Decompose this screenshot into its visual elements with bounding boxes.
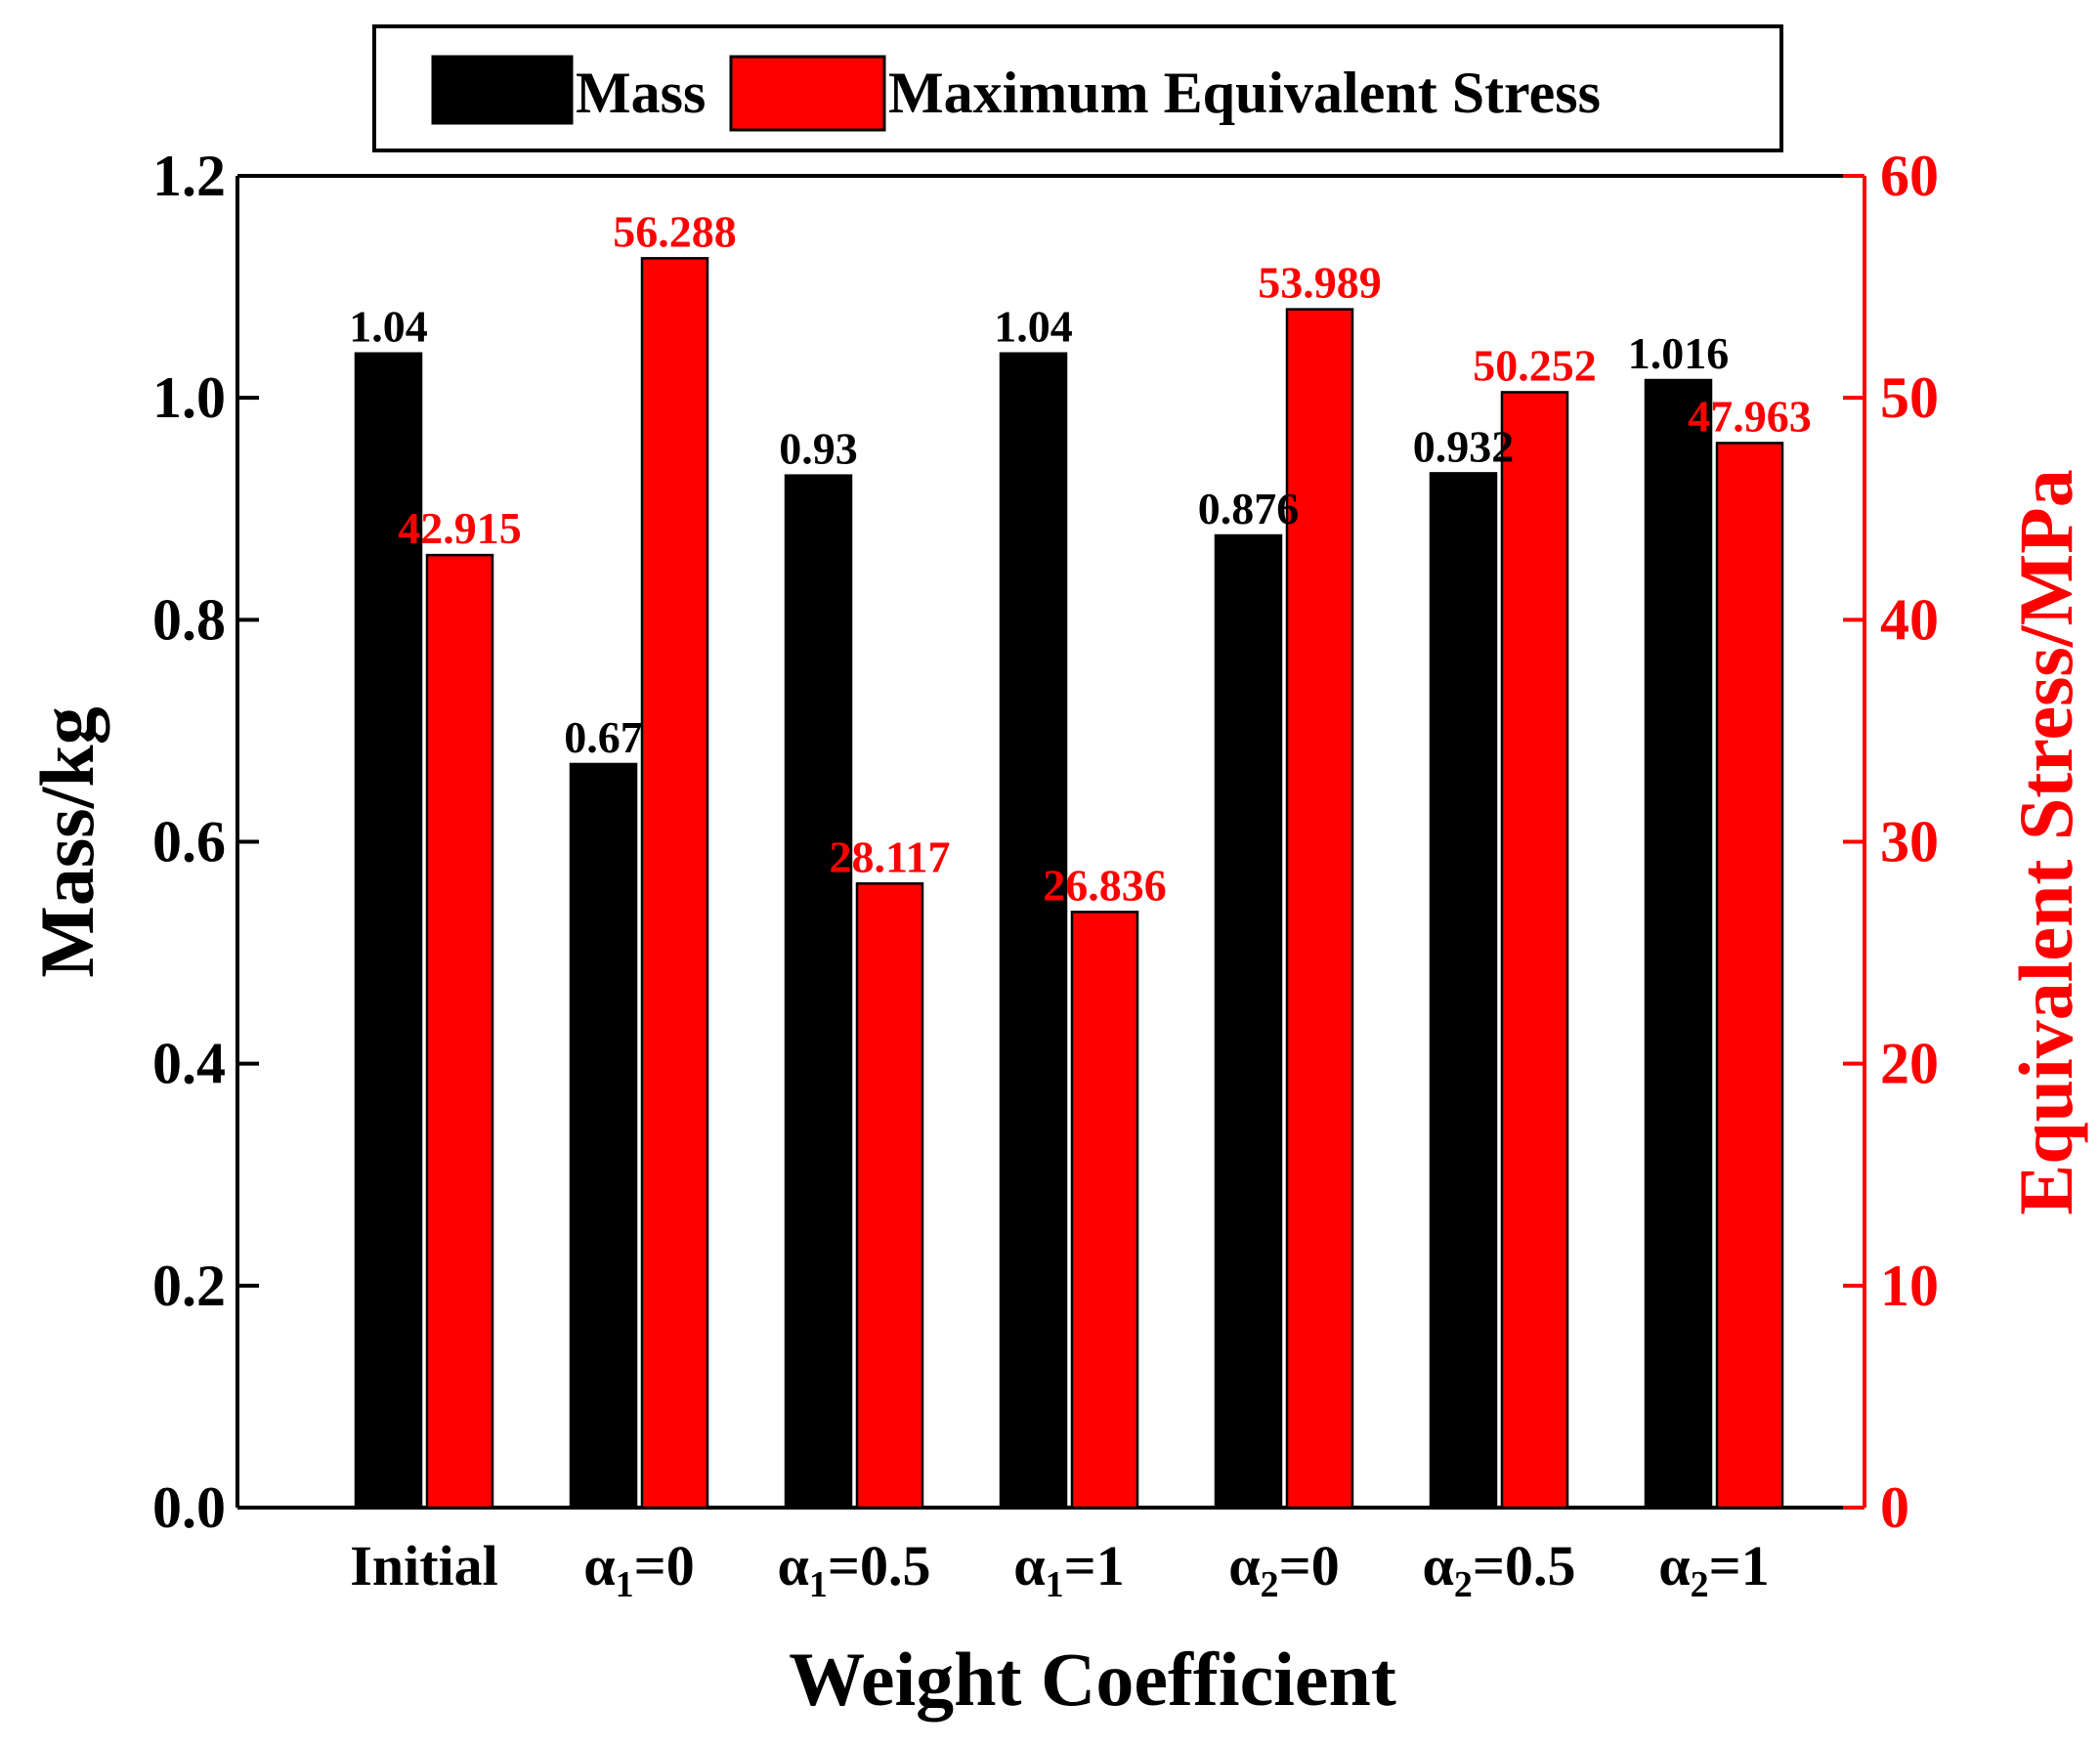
stress-value-label-5: 50.252 <box>1473 340 1597 390</box>
stress-bar-0 <box>425 553 494 1510</box>
stress-value-label-6: 47.963 <box>1688 391 1812 441</box>
mass-bar-3 <box>999 352 1068 1510</box>
y-tick-label-right-1: 10 <box>1880 1254 1939 1318</box>
x-tick-label-5: α2=0.5 <box>1423 1534 1576 1605</box>
y-axis-title-left: Mass/kg <box>24 706 109 977</box>
mass-bar-2 <box>784 474 853 1510</box>
legend-label-stress: Maximum Equivalent Stress <box>888 61 1601 125</box>
stress-value-label-2: 28.117 <box>830 831 951 881</box>
y-tick-label-right-6: 60 <box>1880 144 1939 208</box>
y-tick-label-left-4: 0.8 <box>152 587 226 652</box>
y-tick-label-left-6: 1.2 <box>152 144 226 208</box>
y-tick-label-left-1: 0.2 <box>152 1254 226 1318</box>
x-axis-title: Weight Coefficient <box>789 1637 1396 1722</box>
mass-bar-5 <box>1429 472 1498 1510</box>
x-tick-label-3: α1=1 <box>1013 1534 1124 1605</box>
bars <box>354 257 1784 1510</box>
stress-bar-6 <box>1715 442 1784 1510</box>
bar-labels: 1.04 42.915 0.67 56.288 0.93 28.117 1.04 26.836… <box>349 206 1812 910</box>
stress-value-label-0: 42.915 <box>398 503 522 553</box>
legend: Mass Maximum Equivalent Stress <box>372 24 1783 152</box>
mass-value-label-5: 0.932 <box>1413 421 1515 471</box>
stress-bar-4 <box>1285 308 1354 1510</box>
mass-value-label-1: 0.67 <box>564 712 643 762</box>
mass-value-label-2: 0.93 <box>779 424 858 474</box>
stress-value-label-3: 26.836 <box>1043 860 1167 910</box>
x-tick-label-2: α1=0.5 <box>778 1534 931 1605</box>
y-tick-label-left-5: 1.0 <box>152 365 226 430</box>
y-tick-label-left-3: 0.6 <box>152 810 226 874</box>
x-tick-label-6: α2=1 <box>1658 1534 1769 1605</box>
y-tick-label-right-4: 40 <box>1880 587 1939 652</box>
y-tick-label-right-5: 50 <box>1880 365 1939 430</box>
mass-bar-4 <box>1214 533 1283 1510</box>
mass-value-label-4: 0.876 <box>1198 484 1300 533</box>
y-tick-label-right-3: 30 <box>1880 810 1939 874</box>
stress-bar-3 <box>1070 911 1139 1510</box>
mass-bar-1 <box>569 762 638 1510</box>
x-tick-label-0: Initial <box>350 1534 498 1597</box>
x-tick-label-4: α2=0 <box>1228 1534 1339 1605</box>
mass-value-label-3: 1.04 <box>994 302 1073 352</box>
legend-swatch-mass <box>431 55 574 125</box>
legend-label-mass: Mass <box>576 61 706 125</box>
mass-bar-6 <box>1644 378 1713 1510</box>
x-tick-label-1: α1=0 <box>583 1534 694 1605</box>
y-axis-title-right: Equivalent Stress/MPa <box>2003 469 2088 1214</box>
legend-swatch-stress <box>729 55 886 132</box>
stress-value-label-1: 56.288 <box>613 206 737 256</box>
y-tick-label-right-2: 20 <box>1880 1032 1939 1096</box>
legend-box <box>372 24 1783 152</box>
y-tick-label-right-0: 0 <box>1880 1475 1909 1540</box>
mass-value-label-0: 1.04 <box>349 302 428 352</box>
stress-bar-5 <box>1500 391 1569 1510</box>
stress-bar-1 <box>640 257 709 1510</box>
axes: Initial α1=0 α1=0.5 α1=1 α2=0 α2=0.5 α2=1 0.0 0.… <box>152 144 1939 1605</box>
mass-bar-0 <box>354 352 423 1510</box>
mass-value-label-6: 1.016 <box>1628 328 1730 378</box>
y-tick-label-left-2: 0.4 <box>152 1032 226 1096</box>
stress-value-label-4: 53.989 <box>1258 258 1382 308</box>
y-tick-label-left-0: 0.0 <box>152 1475 226 1540</box>
stress-bar-2 <box>855 882 924 1510</box>
